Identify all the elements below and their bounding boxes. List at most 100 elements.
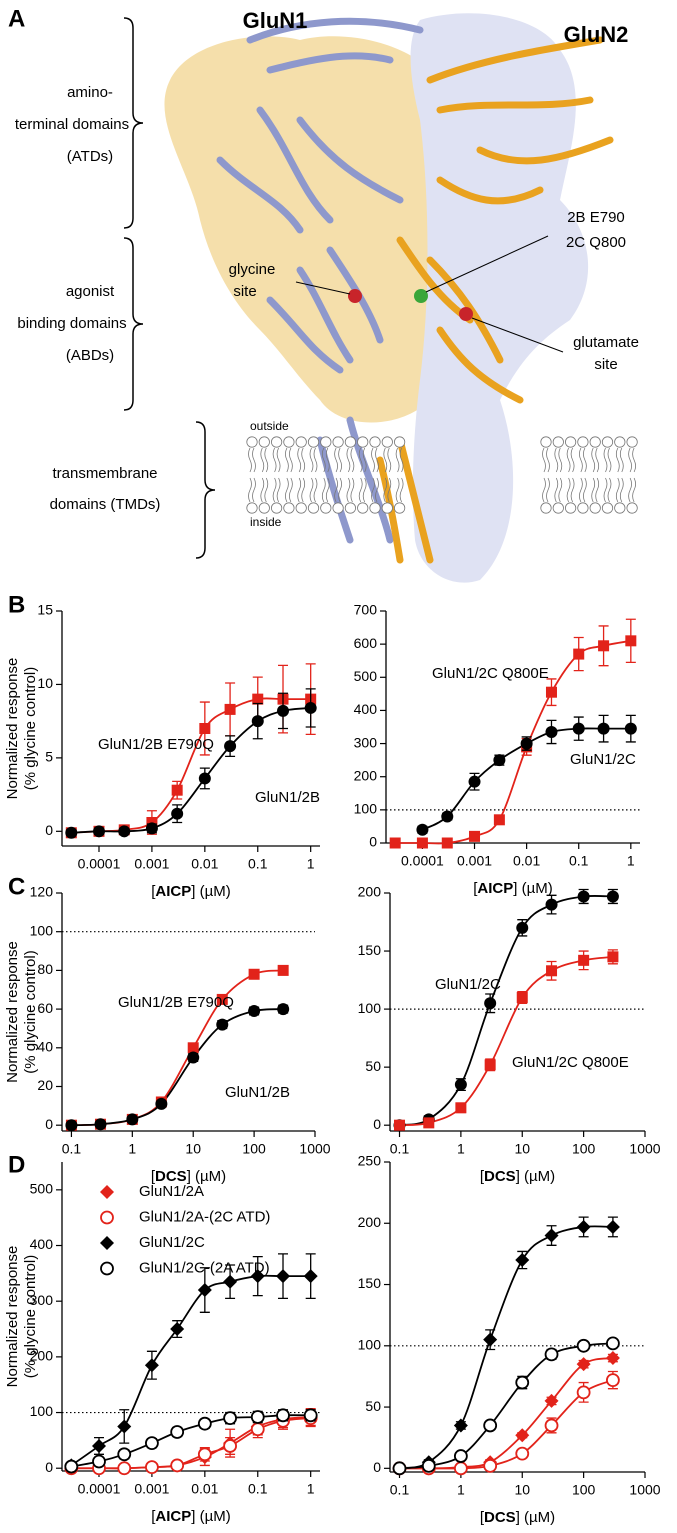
fit-curve [71,1417,311,1470]
y-tick-label: 40 [37,1038,53,1054]
y-tick-label: 200 [358,884,382,900]
lipid-head [270,502,283,514]
panel-label: D [8,1151,25,1178]
domain-label: (ABDs) [66,347,114,364]
marker [117,1419,132,1434]
x-tick-label: 0.1 [248,1481,268,1497]
lipid-tail [321,447,330,473]
lipid-head [295,436,307,448]
x-axis-label-part: ] (µM) [513,880,552,897]
lipid-head [246,436,258,448]
legend-marker [100,1185,114,1199]
marker [468,775,481,788]
x-axis-label-part: [ [151,1508,156,1525]
lipid-head [381,436,393,448]
marker [605,1351,620,1366]
marker [117,1447,132,1462]
x-tick-label: 0.001 [457,853,492,869]
y-tick-label: 400 [30,1236,54,1252]
marker [223,1411,237,1426]
site-label: site [233,283,256,300]
lipid-head [307,502,320,514]
domain-label: agonist [66,283,115,300]
x-tick-label: 100 [572,1141,596,1157]
marker [198,772,211,785]
lipid-tail [566,447,575,473]
y-tick-label: 15 [37,602,53,618]
marker [545,686,557,698]
marker [251,715,264,728]
subunit-label: GluN2 [564,22,629,47]
fit-curve [71,1008,284,1127]
marker [223,1439,237,1453]
lipid-head [577,502,589,514]
lipid-tail [309,447,318,473]
marker [605,1219,620,1234]
x-tick-label: 0.01 [191,856,218,872]
marker [197,1447,212,1462]
marker [515,1446,530,1461]
lipid-tail [358,477,367,503]
marker [576,1385,591,1400]
marker [515,1253,530,1268]
lipid-head [258,436,270,448]
y-axis-label: (% glycine control) [22,1255,39,1378]
y-tick-label: 120 [30,884,54,900]
marker [252,693,264,705]
lipid-head [601,436,614,448]
marker [170,1322,185,1337]
lipid-head [614,436,626,448]
marker [171,807,184,820]
marker [389,837,401,849]
lipid-head [307,436,320,448]
x-tick-label: 1 [627,853,635,869]
marker [493,754,506,767]
lipid-tail [603,477,612,503]
series-label: GluN1/2B E790Q [98,736,214,753]
y-tick-label: 10 [37,675,53,691]
marker [572,722,585,735]
site-label: 2C Q800 [566,234,626,251]
marker [516,991,528,1003]
x-tick-label: 1 [457,1141,465,1157]
lipid-tail [321,477,330,503]
lipid-tail [628,447,636,473]
marker [484,1059,496,1071]
pointer-line [425,235,549,293]
x-tick-label: 0.1 [390,1141,410,1157]
y-tick-label: 300 [354,734,378,750]
marker [606,890,619,903]
y-tick-label: 100 [30,922,54,938]
lipid-tail [542,477,550,503]
marker [118,825,131,838]
series-label: GluN1/2C Q800E [512,1054,629,1071]
lipid-head [320,502,332,514]
x-tick-label: 0.01 [191,1481,218,1497]
marker [145,822,158,835]
marker [578,954,590,966]
lipid-head [295,502,307,514]
x-axis-label-part: [ [151,1168,156,1185]
y-tick-label: 100 [30,1403,54,1419]
lipid-tail [371,477,379,503]
marker [277,704,290,717]
y-tick-label: 700 [354,602,378,618]
x-axis-label-part: ] (µM) [191,1508,230,1525]
x-axis-label-part: AICP [155,1508,191,1525]
marker [65,826,78,839]
lipid-tail [248,477,256,503]
y-tick-label: 80 [37,961,53,977]
lipid-tail [334,477,342,503]
marker [304,701,317,714]
x-tick-label: 0.0001 [401,853,444,869]
y-tick-label: 400 [354,701,378,717]
panel-label: C [8,873,25,900]
marker [250,1410,265,1424]
lipid-tail [285,477,293,503]
marker [453,1418,468,1433]
lipid-head [369,502,381,514]
lipid-tail [334,447,342,473]
subunit-label: GluN1 [243,8,308,33]
y-tick-label: 200 [354,767,378,783]
site-label: glycine [229,261,276,278]
